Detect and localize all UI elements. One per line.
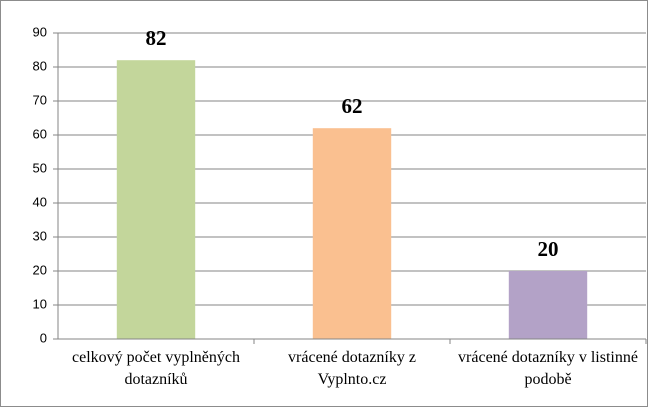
data-label: 20: [538, 237, 559, 261]
y-tick-label: 40: [33, 194, 47, 209]
y-tick-label: 50: [33, 160, 47, 175]
x-tick-label: vrácené dotazníky z Vyplnto.cz: [288, 349, 416, 388]
y-tick-label: 70: [33, 92, 47, 107]
y-tick-label: 80: [33, 58, 47, 73]
y-tick-label: 0: [40, 330, 47, 345]
bar: [508, 271, 588, 339]
x-tick-label: celkový počet vyplněných dotazníků: [72, 349, 240, 388]
y-tick-label: 60: [33, 126, 47, 141]
bar: [116, 60, 196, 339]
bar: [312, 128, 392, 339]
y-tick-label: 10: [33, 296, 47, 311]
y-tick-label: 30: [33, 228, 47, 243]
x-tick-label: vrácené dotazníky v listinné podobě: [458, 349, 638, 388]
data-label: 62: [342, 94, 363, 118]
y-tick-label: 90: [33, 24, 47, 39]
y-tick-label: 20: [33, 262, 47, 277]
data-label: 82: [146, 26, 167, 50]
